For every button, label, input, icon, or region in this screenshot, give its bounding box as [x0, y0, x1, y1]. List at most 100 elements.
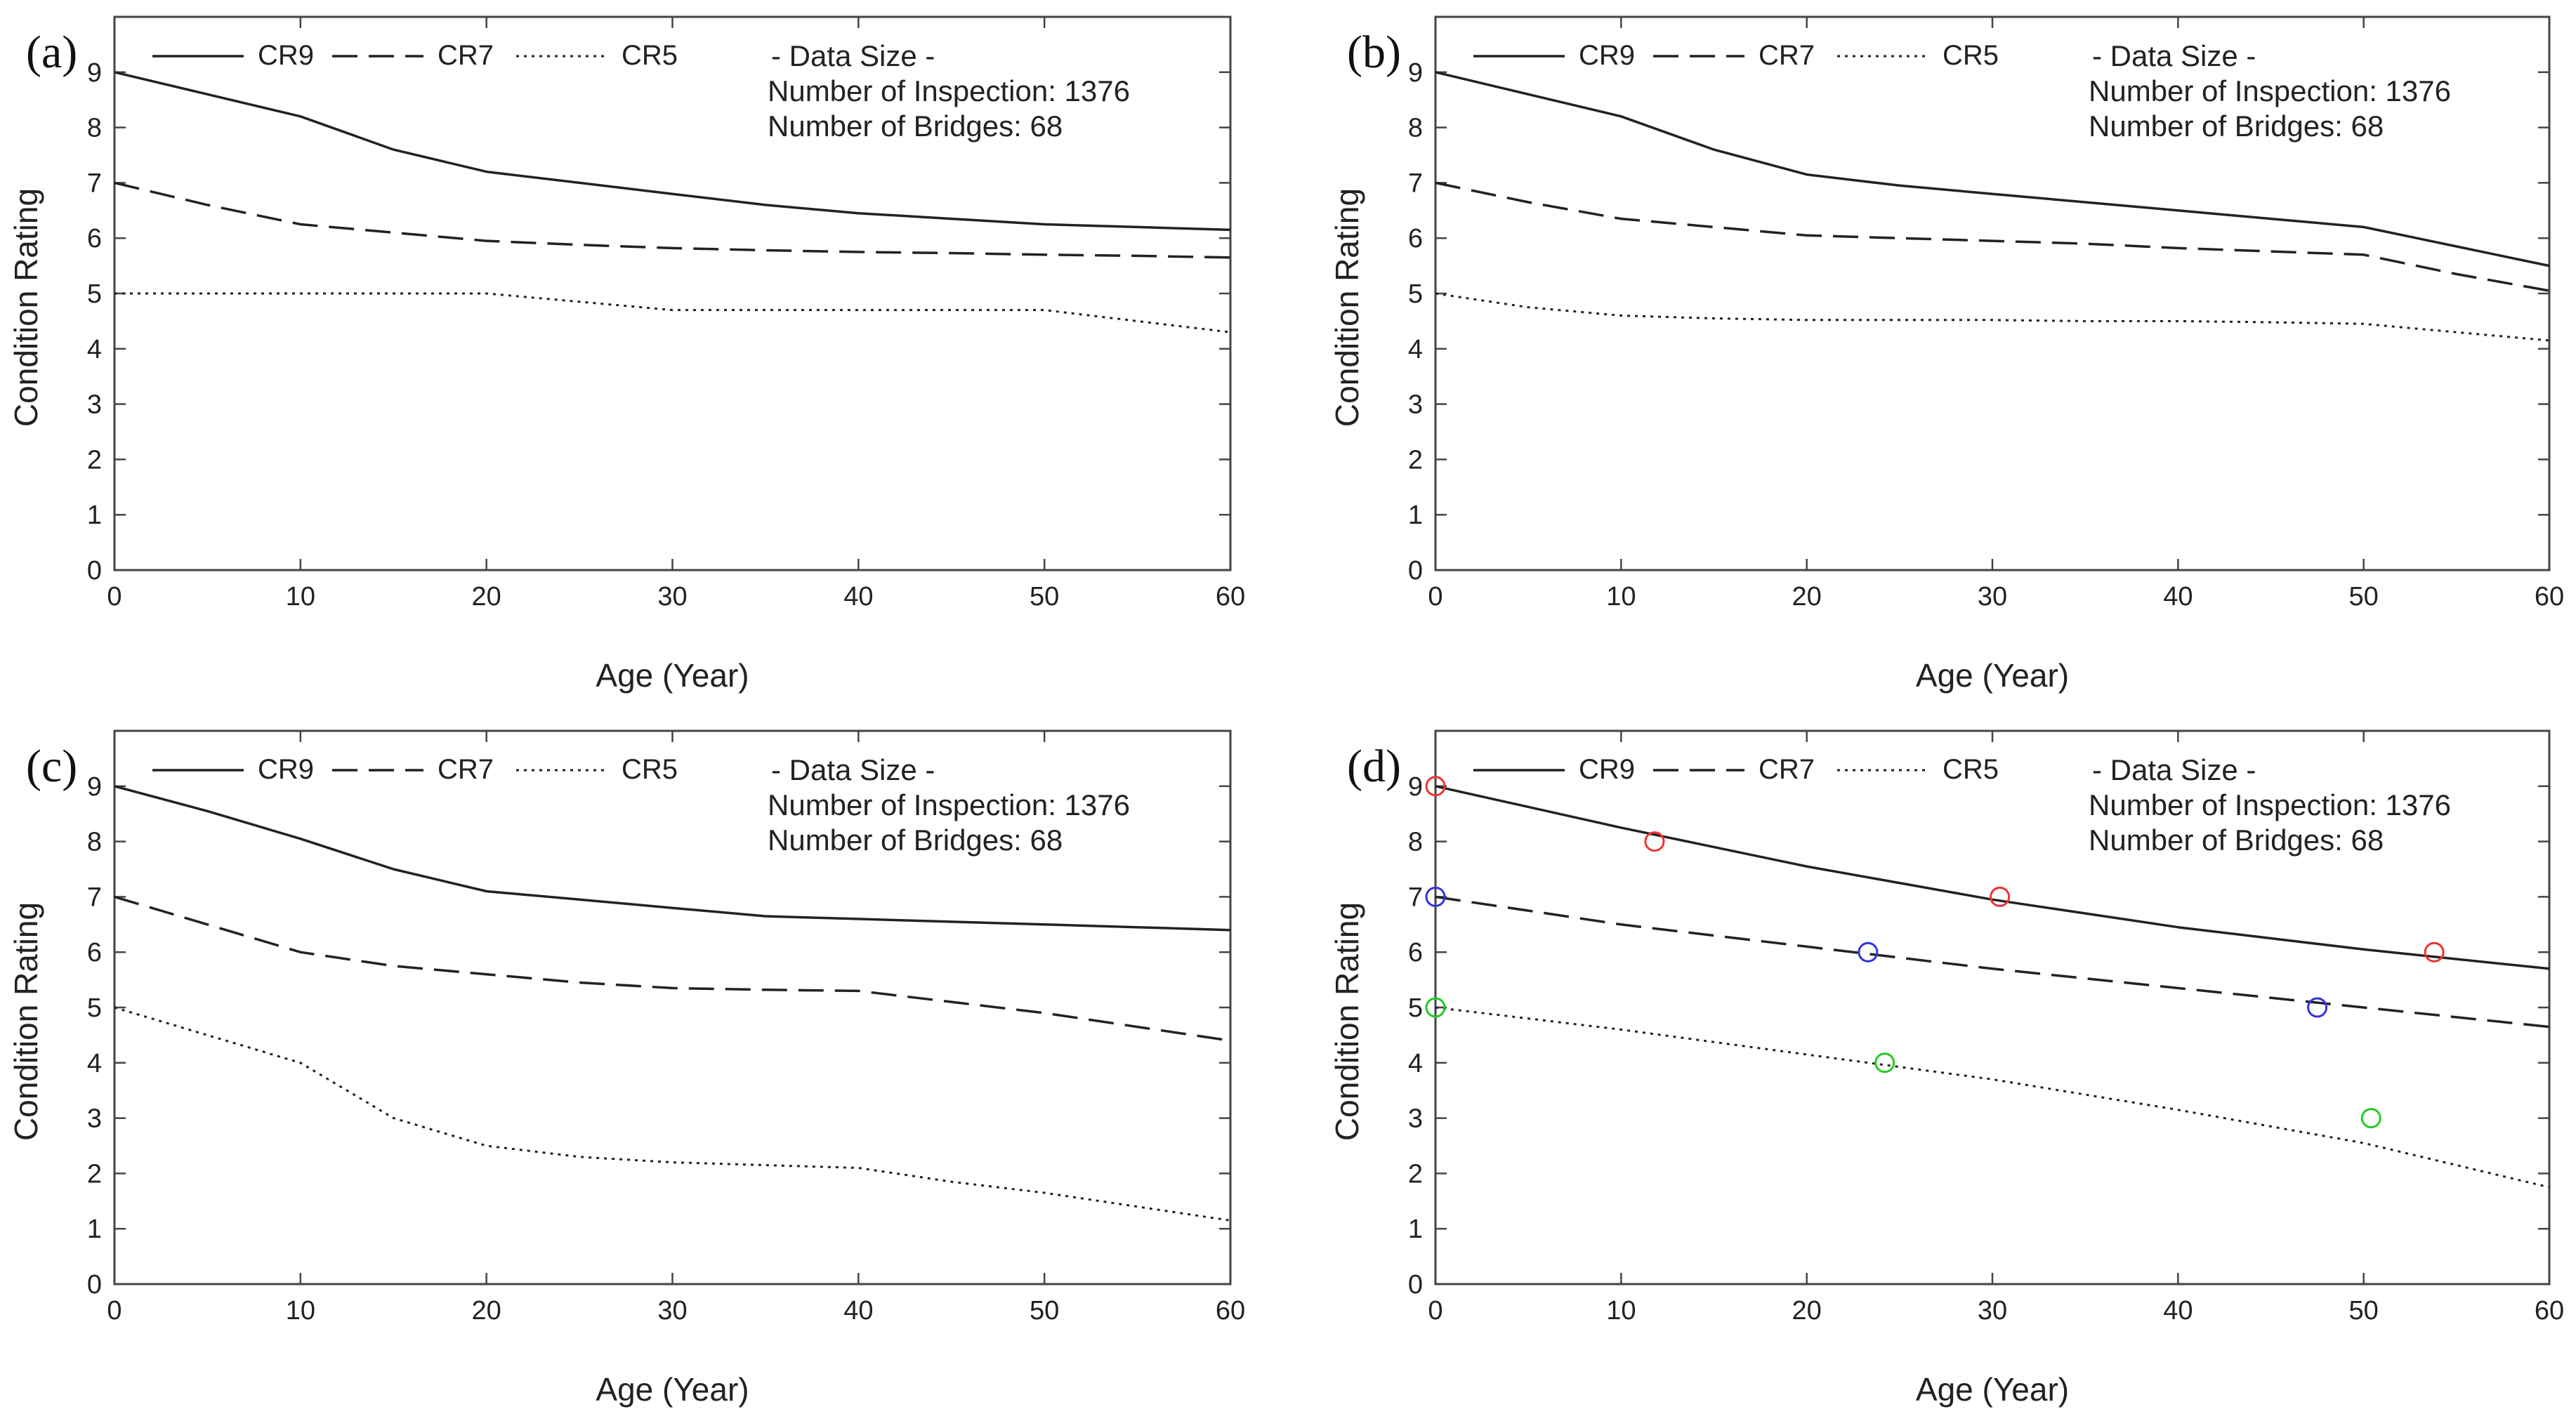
- info-line: Number of Bridges: 68: [768, 824, 1063, 857]
- x-tick-label: 20: [1792, 1296, 1822, 1326]
- x-tick-label: 10: [1606, 1296, 1636, 1326]
- legend: CR9 CR7 CR5: [152, 754, 678, 785]
- y-tick-label: 9: [1408, 58, 1423, 88]
- x-tick-label: 30: [657, 582, 687, 612]
- marker-red: [2424, 941, 2445, 963]
- x-tick-label: 60: [1216, 582, 1245, 612]
- chart-panel-a: (a) 0 1 2 3 4 5 6 7 8 9 0 10 20 30 40 50 60 Age (Year) Cond…: [8, 15, 1245, 694]
- info-line: Number of Bridges: 68: [768, 110, 1063, 143]
- series-line-cr5: [1435, 292, 2550, 342]
- panel-label: (c): [26, 741, 77, 792]
- y-tick-label: 3: [1408, 1104, 1423, 1134]
- marker-blue: [1858, 941, 1879, 963]
- series-line-cr7: [114, 895, 1231, 1043]
- y-tick-label: 6: [87, 938, 102, 967]
- y-tick-label: 0: [87, 556, 102, 586]
- legend: CR9 CR7 CR5: [152, 40, 678, 71]
- x-tick-label: 0: [107, 582, 121, 612]
- y-tick-label: 8: [1408, 114, 1423, 143]
- marker-red: [1425, 776, 1446, 797]
- y-axis-title: Condition Rating: [8, 902, 44, 1141]
- chart-panel-c: (c) 0 1 2 3 4 5 6 7 8 9 0 10 20 30 40 50 60 Age (Year) Cond…: [8, 729, 1245, 1408]
- x-tick-label: 40: [2163, 1296, 2193, 1326]
- legend-label: CR7: [438, 754, 494, 785]
- x-axis-title: Age (Year): [1916, 1371, 2069, 1408]
- panel-label: (d): [1347, 741, 1401, 792]
- y-tick-label: 5: [1408, 993, 1423, 1023]
- panel-label: (a): [26, 27, 77, 78]
- legend-label: CR5: [622, 754, 678, 785]
- info-line: Number of Bridges: 68: [2089, 824, 2384, 857]
- marker-green: [1874, 1052, 1895, 1073]
- legend-label: CR9: [258, 40, 314, 71]
- legend: CR9 CR7 CR5: [1473, 754, 1999, 785]
- y-tick-label: 4: [1408, 335, 1423, 364]
- data-size-info: - Data Size -Number of Inspection: 1376N…: [768, 753, 1130, 857]
- x-tick-label: 50: [2349, 582, 2379, 612]
- y-tick-label: 7: [87, 168, 102, 198]
- data-size-info: - Data Size -Number of Inspection: 1376N…: [2089, 753, 2451, 857]
- marker-red: [1990, 886, 2011, 907]
- info-line: Number of Bridges: 68: [2089, 110, 2384, 143]
- x-axis-title: Age (Year): [596, 657, 749, 694]
- marker-blue: [1425, 886, 1446, 907]
- data-size-info: - Data Size -Number of Inspection: 1376N…: [2089, 39, 2451, 143]
- series-line-cr9: [114, 71, 1231, 232]
- chart-panel-b: (b) 0 1 2 3 4 5 6 7 8 9 0 10 20 30 40 50 60 Age (Year) Cond…: [1329, 15, 2564, 694]
- panel-label: (b): [1347, 27, 1401, 78]
- y-tick-label: 1: [1408, 1215, 1423, 1244]
- y-tick-label: 1: [87, 501, 102, 530]
- info-line: Number of Inspection: 1376: [2089, 74, 2451, 107]
- series-line-cr9: [114, 785, 1231, 932]
- x-axis-title: Age (Year): [596, 1371, 749, 1408]
- x-tick-label: 40: [2163, 582, 2193, 612]
- y-axis-title: Condition Rating: [1329, 188, 1365, 427]
- x-tick-label: 50: [1030, 582, 1059, 612]
- x-tick-label: 0: [107, 1296, 121, 1326]
- x-tick-label: 50: [1030, 1296, 1059, 1326]
- y-tick-label: 8: [1408, 828, 1423, 857]
- series-line-cr9: [1435, 785, 2550, 970]
- info-line: - Data Size -: [771, 753, 935, 786]
- x-tick-label: 30: [1978, 1296, 2007, 1326]
- series-line-cr7: [1435, 895, 2550, 1029]
- series-line-cr7: [1435, 181, 2550, 292]
- y-tick-label: 5: [87, 993, 102, 1023]
- marker-green: [2360, 1108, 2381, 1129]
- legend-label: CR9: [258, 754, 314, 785]
- y-tick-label: 9: [1408, 772, 1423, 802]
- marker-red: [1644, 831, 1665, 852]
- y-tick-label: 2: [1408, 1159, 1423, 1189]
- legend: CR9 CR7 CR5: [1473, 40, 1999, 71]
- y-tick-label: 0: [1408, 556, 1423, 586]
- chart-panel-d: (d) 0 1 2 3 4 5 6 7 8 9 0 10 20 30 40 50 60 Age (Year) Cond…: [1329, 729, 2564, 1408]
- y-tick-label: 5: [87, 279, 102, 309]
- x-tick-label: 10: [286, 1296, 315, 1326]
- x-tick-label: 40: [843, 582, 873, 612]
- legend-label: CR7: [438, 40, 494, 71]
- info-line: - Data Size -: [2092, 753, 2256, 786]
- legend-label: CR9: [1579, 754, 1635, 785]
- legend-label: CR7: [1759, 40, 1815, 71]
- marker-blue: [2307, 997, 2328, 1018]
- x-tick-label: 60: [2535, 1296, 2564, 1326]
- info-line: Number of Inspection: 1376: [768, 788, 1130, 821]
- x-tick-label: 20: [1792, 582, 1822, 612]
- x-tick-label: 40: [843, 1296, 873, 1326]
- series-line-cr5: [114, 1006, 1231, 1222]
- y-tick-label: 7: [87, 883, 102, 912]
- y-tick-label: 4: [87, 1049, 102, 1078]
- y-tick-label: 7: [1408, 168, 1423, 198]
- y-tick-label: 6: [1408, 224, 1423, 253]
- info-line: Number of Inspection: 1376: [2089, 788, 2451, 821]
- y-tick-label: 6: [1408, 938, 1423, 967]
- info-line: - Data Size -: [771, 39, 935, 72]
- info-line: Number of Inspection: 1376: [768, 74, 1130, 107]
- series-line-cr7: [114, 181, 1231, 259]
- y-tick-label: 3: [87, 390, 102, 420]
- legend-label: CR9: [1579, 40, 1635, 71]
- legend-label: CR5: [622, 40, 678, 71]
- x-axis-title: Age (Year): [1916, 657, 2069, 694]
- y-tick-label: 1: [1408, 501, 1423, 530]
